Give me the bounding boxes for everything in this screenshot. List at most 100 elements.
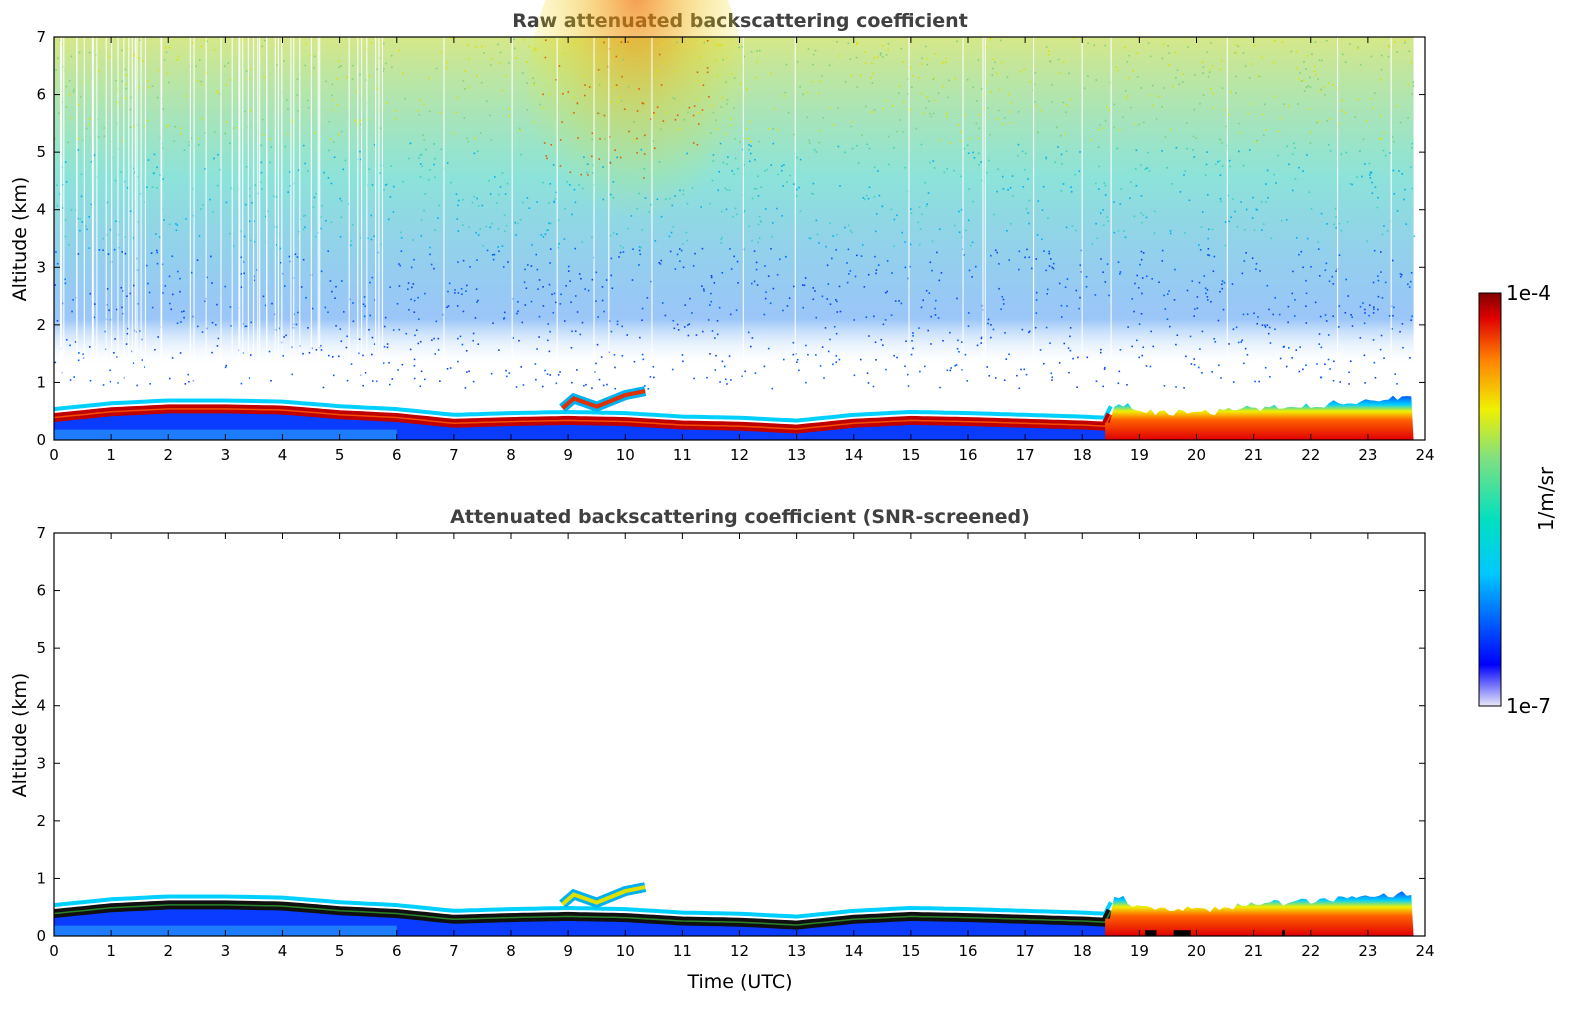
noise-speck — [1234, 51, 1236, 54]
noise-speck — [709, 304, 711, 306]
noise-speck — [1404, 39, 1406, 42]
noise-speck — [1404, 188, 1406, 191]
noise-speck — [1011, 175, 1014, 177]
noise-speck — [927, 192, 930, 194]
noise-speck — [1168, 64, 1171, 66]
noise-speck — [56, 184, 58, 187]
noise-speck — [419, 176, 422, 178]
noise-speck — [890, 314, 893, 316]
noise-speck — [658, 53, 661, 56]
noise-speck — [896, 214, 898, 217]
noise-speck — [386, 102, 389, 104]
noise-speck — [476, 75, 478, 77]
noise-speck — [461, 293, 463, 295]
noise-speck — [989, 37, 992, 40]
noise-speck — [1261, 229, 1263, 231]
noise-speck — [613, 353, 616, 356]
noise-speck — [580, 173, 583, 176]
noise-speck — [1235, 92, 1237, 94]
noise-speck — [933, 77, 935, 79]
noise-speck — [518, 127, 521, 130]
noise-speck — [1366, 240, 1368, 243]
noise-speck — [671, 368, 674, 371]
noise-speck — [1326, 223, 1328, 225]
noise-speck — [856, 144, 858, 147]
noise-speck — [888, 163, 890, 166]
missing-profile — [231, 37, 233, 383]
noise-speck — [610, 257, 613, 260]
noise-speck — [546, 157, 548, 160]
x-tick-label: 20 — [1187, 446, 1206, 464]
noise-speck — [1309, 86, 1312, 88]
noise-speck — [407, 282, 410, 284]
noise-speck — [1264, 326, 1267, 328]
noise-speck — [350, 239, 353, 242]
noise-speck — [429, 169, 431, 171]
noise-speck — [802, 93, 804, 96]
noise-speck — [1212, 92, 1215, 95]
noise-speck — [1041, 238, 1043, 241]
noise-speck — [77, 253, 80, 255]
noise-speck — [457, 261, 459, 263]
noise-speck — [884, 291, 887, 294]
noise-speck — [1237, 341, 1240, 344]
noise-speck — [640, 148, 643, 151]
noise-speck — [168, 275, 171, 278]
noise-speck — [264, 39, 266, 42]
noise-speck — [1004, 331, 1006, 334]
noise-speck — [835, 355, 838, 357]
noise-speck — [302, 144, 305, 147]
noise-speck — [971, 276, 973, 278]
noise-speck — [598, 378, 601, 381]
noise-speck — [400, 231, 402, 234]
noise-speck — [821, 346, 824, 348]
noise-speck — [366, 237, 369, 240]
noise-speck — [568, 184, 571, 186]
noise-speck — [151, 306, 154, 309]
noise-speck — [1066, 278, 1069, 280]
noise-speck — [1373, 361, 1376, 364]
noise-speck — [232, 127, 234, 129]
noise-speck — [643, 177, 645, 179]
noise-speck — [434, 353, 437, 355]
noise-speck — [1163, 87, 1166, 89]
noise-speck — [872, 72, 874, 75]
noise-speck — [1254, 141, 1257, 143]
noise-speck — [1052, 262, 1055, 265]
noise-speck — [978, 137, 980, 140]
noise-speck — [528, 207, 531, 210]
noise-speck — [192, 315, 195, 318]
noise-speck — [1229, 165, 1231, 168]
noise-speck — [706, 71, 709, 74]
y-tick-label: 1 — [36, 373, 46, 391]
noise-speck — [424, 378, 426, 381]
noise-speck — [718, 170, 721, 173]
noise-speck — [1127, 77, 1130, 79]
noise-speck — [907, 93, 910, 95]
noise-speck — [532, 77, 534, 80]
noise-speck — [677, 329, 680, 331]
noise-speck — [988, 374, 991, 377]
noise-speck — [217, 337, 220, 340]
noise-speck — [331, 355, 334, 358]
noise-speck — [570, 346, 573, 349]
missing-profile — [1110, 37, 1112, 383]
noise-speck — [1087, 75, 1089, 77]
noise-speck — [686, 152, 688, 155]
noise-speck — [121, 140, 124, 142]
noise-speck — [601, 286, 604, 288]
noise-speck — [1069, 98, 1072, 101]
noise-speck — [437, 337, 440, 340]
noise-speck — [652, 365, 654, 368]
noise-speck — [862, 196, 865, 199]
noise-speck — [701, 109, 704, 111]
noise-speck — [998, 287, 1000, 290]
noise-speck — [1211, 228, 1214, 231]
noise-speck — [587, 174, 589, 176]
noise-speck — [1239, 131, 1241, 134]
x-tick-label: 2 — [163, 446, 173, 464]
noise-speck — [990, 254, 992, 257]
noise-speck — [197, 80, 199, 82]
noise-speck — [631, 279, 634, 281]
noise-speck — [138, 86, 140, 89]
